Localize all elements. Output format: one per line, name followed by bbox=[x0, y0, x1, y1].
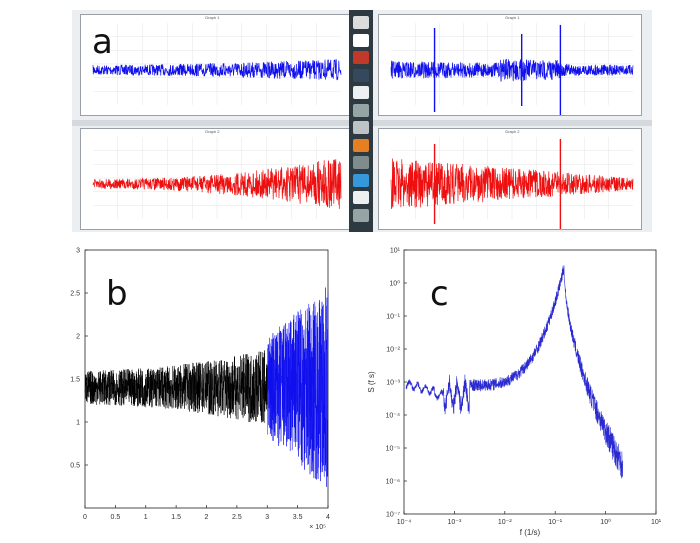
subtitle-bottom-right: Graph 2 bbox=[505, 129, 520, 134]
x-tick-label: 3.5 bbox=[293, 514, 303, 521]
x-multiplier-label: × 10⁵ bbox=[309, 524, 326, 531]
subtitle-top-right: Graph 1 bbox=[505, 15, 520, 20]
x-tick-label: 2.5 bbox=[232, 514, 242, 521]
app-icon-11[interactable] bbox=[353, 191, 369, 204]
app-icon-7[interactable] bbox=[353, 121, 369, 134]
y-tick-label: 1 bbox=[76, 420, 80, 427]
x-tick-label: 10⁻² bbox=[498, 519, 512, 526]
y-axis-label: S (f s) bbox=[367, 371, 376, 393]
y-tick-label: 2.5 bbox=[70, 291, 80, 298]
y-tick-label: 2 bbox=[76, 334, 80, 341]
x-tick-label: 10⁻³ bbox=[447, 519, 461, 526]
chart-b: 0 0.5 1 1.5 2 2.5 3 3.5 4 0.5 1 1.5 2 2.5 3 × 10⁵ bbox=[70, 248, 330, 532]
x-tick-label: 4 bbox=[326, 514, 330, 521]
x-tick-label: 1 bbox=[144, 514, 148, 521]
y-tick-label: 0.5 bbox=[70, 463, 80, 470]
x-tick-label: 3 bbox=[265, 514, 269, 521]
app-icon-3[interactable] bbox=[353, 51, 369, 64]
x-tick-label: 10⁰ bbox=[600, 518, 611, 526]
x-axis-label: f (1/s) bbox=[520, 528, 541, 537]
series-0-line bbox=[84, 350, 268, 423]
x-tick-label: 0.5 bbox=[111, 514, 121, 521]
chart-c: 10⁻⁴ 10⁻³ 10⁻² 10⁻¹ 10⁰ 10¹ 10⁻⁷ 10⁻⁶ 10⁻⁵ 10⁻⁴ 10… bbox=[367, 248, 662, 538]
panel-a: Graph 1 Graph 1 Graph 2 Graph 2 a bbox=[0, 0, 700, 235]
app-icon-9[interactable] bbox=[353, 156, 369, 169]
y-tick-label: 10⁻³ bbox=[386, 380, 400, 387]
app-icon-6[interactable] bbox=[353, 103, 369, 117]
signal-trace bbox=[92, 59, 342, 81]
y-tick-label: 1.5 bbox=[70, 377, 80, 384]
plot-bottom-left bbox=[80, 128, 350, 230]
panel-letter-c: c bbox=[430, 274, 449, 314]
y-tick-label: 10⁻² bbox=[386, 347, 400, 354]
y-tick-label: 10⁻⁶ bbox=[386, 479, 400, 486]
x-tick-label: 10⁻¹ bbox=[548, 519, 562, 526]
y-tick-label: 10¹ bbox=[390, 248, 401, 255]
app-icon-8[interactable] bbox=[353, 138, 369, 152]
app-icon-5[interactable] bbox=[353, 86, 369, 99]
subtitle-bottom-left: Graph 2 bbox=[205, 129, 220, 134]
y-tick-label: 10⁻⁷ bbox=[386, 512, 400, 519]
signal-trace bbox=[390, 158, 634, 210]
app-icon-4[interactable] bbox=[353, 68, 369, 82]
x-tick-label: 10¹ bbox=[651, 519, 662, 526]
y-tick-label: 10⁰ bbox=[389, 280, 400, 288]
y-tick-label: 10⁻¹ bbox=[386, 314, 400, 321]
app-dock bbox=[349, 10, 373, 232]
series-1-line bbox=[267, 287, 329, 487]
y-tick-label: 10⁻⁵ bbox=[386, 446, 400, 453]
plot-top-right bbox=[378, 14, 642, 116]
plot-top-left bbox=[80, 14, 350, 116]
x-tick-label: 2 bbox=[205, 514, 209, 521]
panel-b: 0 0.5 1 1.5 2 2.5 3 3.5 4 0.5 1 1.5 2 2.5 3 × 10⁵ b bbox=[48, 238, 348, 538]
y-tick-label: 3 bbox=[76, 248, 80, 255]
x-tick-label: 10⁻⁴ bbox=[397, 519, 412, 526]
app-icon-2[interactable] bbox=[353, 33, 369, 47]
panel-letter-a: a bbox=[92, 22, 113, 62]
panel-letter-b: b bbox=[106, 274, 128, 314]
x-tick-label: 0 bbox=[83, 514, 87, 521]
app-icon-12[interactable] bbox=[353, 208, 369, 222]
plot-bottom-right bbox=[378, 128, 642, 230]
spectrum-line bbox=[405, 265, 624, 479]
app-icon-1[interactable] bbox=[353, 16, 369, 29]
signal-trace bbox=[390, 58, 634, 83]
y-tick-label: 10⁻⁴ bbox=[386, 413, 401, 420]
x-tick-label: 1.5 bbox=[171, 514, 181, 521]
subtitle-top-left: Graph 1 bbox=[205, 15, 220, 20]
panel-c: 10⁻⁴ 10⁻³ 10⁻² 10⁻¹ 10⁰ 10¹ 10⁻⁷ 10⁻⁶ 10⁻⁵ 10⁻⁴ 10… bbox=[360, 238, 670, 538]
app-icon-10[interactable] bbox=[353, 173, 369, 187]
signal-trace bbox=[92, 159, 342, 209]
